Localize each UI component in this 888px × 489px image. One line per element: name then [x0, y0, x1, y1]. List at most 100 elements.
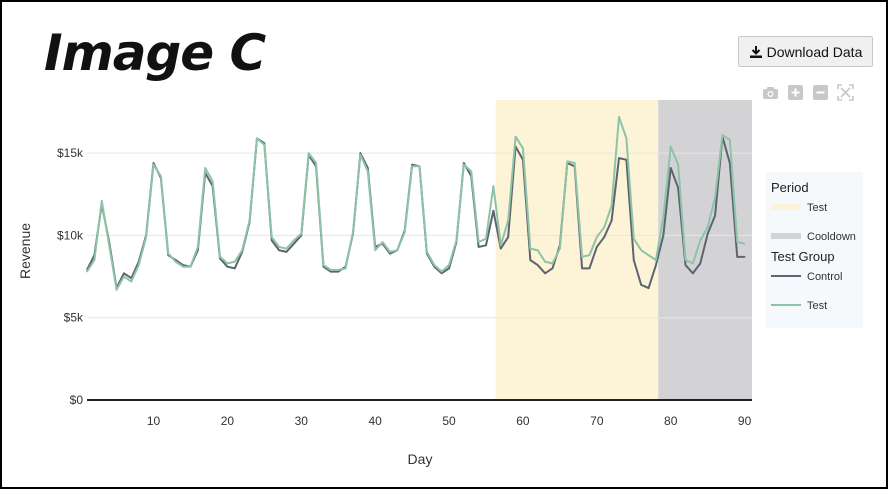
data-point-control	[330, 270, 332, 273]
data-point-test	[618, 116, 620, 118]
data-point-test	[721, 134, 724, 136]
x-tick-label: 50	[442, 414, 456, 428]
data-point-test	[86, 270, 88, 273]
data-point-test	[433, 264, 436, 266]
data-point-test	[544, 260, 546, 263]
data-point-test	[470, 170, 473, 173]
data-point-control	[492, 209, 495, 212]
legend-group-title: Test Group	[771, 249, 835, 264]
data-point-test	[123, 275, 125, 278]
zoom-out-icon[interactable]	[812, 84, 829, 101]
data-point-test	[529, 247, 532, 250]
legend-background	[766, 172, 863, 328]
data-point-test	[411, 165, 413, 168]
data-point-control	[270, 239, 273, 242]
y-tick-label: $15k	[57, 146, 84, 160]
zoom-in-icon[interactable]	[787, 84, 804, 101]
legend-item-label: Control	[807, 271, 842, 283]
data-point-test	[485, 237, 487, 240]
data-point-test	[160, 175, 162, 177]
data-point-test	[167, 252, 170, 255]
data-point-test	[226, 262, 229, 265]
legend-group-title: Period	[771, 180, 809, 195]
y-tick-label: $10k	[57, 228, 84, 242]
y-tick-label: $0	[70, 393, 84, 407]
data-point-test	[647, 254, 650, 256]
data-point-test	[603, 226, 606, 228]
data-point-control	[632, 259, 635, 261]
data-point-control	[544, 272, 546, 275]
x-axis-label: Day	[408, 451, 433, 467]
data-point-control	[359, 152, 362, 154]
data-point-control	[411, 163, 413, 166]
data-point-control	[662, 234, 665, 237]
data-point-test	[293, 239, 295, 242]
data-point-control	[152, 162, 155, 164]
data-point-test	[130, 280, 133, 283]
data-point-control	[536, 264, 539, 266]
legend-swatch	[771, 233, 801, 239]
data-point-test	[426, 251, 428, 253]
data-point-control	[499, 247, 502, 250]
autoscale-icon[interactable]	[837, 84, 854, 101]
legend-item-label: Test	[807, 300, 827, 312]
data-point-test	[559, 247, 561, 250]
data-point-test	[610, 205, 613, 207]
data-point-test	[536, 249, 539, 252]
download-data-label: Download Data	[766, 43, 863, 60]
x-tick-label: 30	[295, 414, 309, 428]
data-point-control	[596, 246, 598, 248]
data-point-test	[145, 236, 147, 238]
data-point-control	[729, 162, 731, 164]
data-point-test	[440, 270, 443, 273]
data-point-test	[278, 246, 280, 248]
data-point-test	[632, 237, 635, 240]
data-point-test	[330, 269, 332, 271]
data-point-control	[440, 272, 443, 275]
legend-item-label: Test	[807, 202, 827, 214]
x-tick-label: 20	[221, 414, 235, 428]
data-point-test	[307, 152, 310, 154]
legend-swatch	[771, 204, 801, 210]
data-point-test	[507, 219, 509, 222]
x-tick-label: 10	[147, 414, 161, 428]
data-point-control	[278, 249, 280, 252]
data-point-test	[669, 145, 672, 148]
data-point-test	[743, 242, 746, 245]
data-point-control	[640, 284, 642, 286]
data-point-test	[655, 259, 657, 261]
x-tick-label: 90	[738, 414, 752, 428]
data-point-test	[211, 180, 214, 182]
data-point-control	[669, 167, 672, 169]
data-point-test	[366, 170, 369, 173]
data-point-control	[706, 232, 709, 235]
data-point-test	[374, 249, 376, 252]
data-point-test	[692, 262, 694, 265]
data-point-control	[529, 259, 532, 261]
data-point-test	[93, 259, 96, 261]
data-point-test	[233, 260, 236, 263]
chart-modebar	[762, 84, 854, 101]
data-point-test	[418, 165, 421, 168]
download-data-button[interactable]: Download Data	[738, 36, 873, 67]
data-point-test	[174, 260, 177, 263]
camera-icon[interactable]	[762, 84, 779, 101]
data-point-control	[655, 264, 657, 266]
data-point-test	[285, 247, 288, 250]
data-point-control	[588, 267, 591, 270]
data-point-test	[248, 219, 251, 222]
data-point-test	[389, 251, 391, 253]
data-point-test	[100, 200, 103, 202]
data-point-test	[625, 137, 628, 140]
data-point-control	[692, 272, 694, 275]
data-point-control	[448, 267, 450, 270]
data-point-test	[455, 239, 458, 242]
data-point-test	[588, 254, 591, 256]
data-point-test	[448, 264, 450, 266]
data-point-test	[684, 259, 687, 261]
data-point-control	[618, 157, 620, 159]
data-point-control	[684, 264, 687, 266]
data-point-control	[551, 267, 554, 270]
data-point-control	[233, 267, 236, 270]
period-bands	[495, 100, 752, 400]
